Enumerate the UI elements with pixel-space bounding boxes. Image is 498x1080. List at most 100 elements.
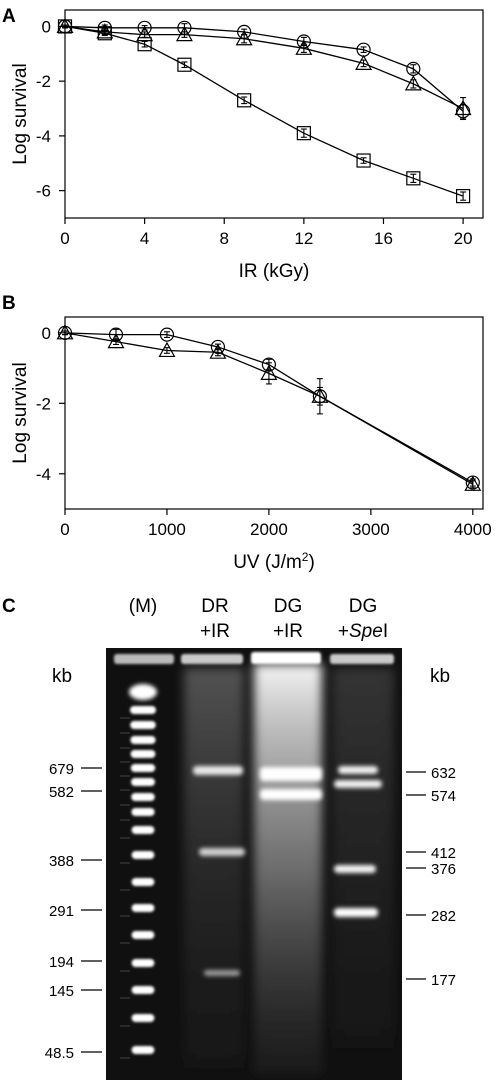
- series-triangle-point: [404, 75, 422, 91]
- series-triangle-point: [158, 341, 176, 358]
- lane-label-line1: DG: [349, 596, 378, 617]
- lane-labels: (M) DR +IR DG +IR DG +SpeI: [129, 596, 388, 642]
- well-lane-2: [181, 654, 243, 664]
- ladder-band: [131, 851, 155, 859]
- panel-b-axes: 0 1000 2000 3000 4000 0 -2 -4: [36, 324, 492, 539]
- right-size-label: 376: [431, 861, 456, 878]
- smear-lane-2: [184, 668, 244, 1068]
- band-dr-top: [193, 766, 243, 775]
- y-tick-label: -2: [36, 394, 51, 413]
- ladder-band: [131, 904, 155, 912]
- left-size-label: 679: [49, 761, 74, 778]
- series-square-point: [406, 171, 421, 186]
- ladder-band: [130, 750, 156, 758]
- right-unit-label: kb: [430, 666, 450, 687]
- series-triangle-point: [295, 39, 313, 55]
- series-square-point: [356, 153, 371, 168]
- gel-image: [106, 648, 402, 1080]
- panel-b: B 0 1000 2000 3000 4000 0 -2 -4 UV (J/m2) Log s…: [2, 293, 492, 573]
- left-size-label: 582: [49, 784, 74, 801]
- lane-label-line2: +IR: [273, 621, 303, 642]
- series-triangle-point: [260, 364, 278, 380]
- series-triangle-point: [464, 475, 482, 491]
- left-unit-label: kb: [52, 666, 72, 687]
- well-lane-1: [114, 654, 174, 664]
- ladder-band: [130, 706, 156, 714]
- right-size-label: 412: [431, 845, 456, 862]
- series-square-point: [137, 37, 152, 52]
- lane-label-line2: +SpeI: [338, 621, 388, 642]
- panel-b-letter: B: [2, 293, 16, 314]
- x-tick-label: 2000: [250, 520, 288, 539]
- series-triangle-point: [209, 343, 227, 359]
- series-triangle-point: [136, 25, 154, 42]
- ladder-band: [131, 1046, 155, 1054]
- series-triangle-line: [64, 332, 474, 485]
- ladder-band: [131, 808, 155, 816]
- panel-a-series: [56, 17, 472, 204]
- series-square-point: [97, 26, 112, 41]
- series-square-point: [177, 57, 192, 72]
- ladder-band: [129, 684, 157, 700]
- series-circle-point: [159, 327, 175, 342]
- series-square-point: [237, 93, 252, 108]
- series-triangle-point: [56, 324, 74, 340]
- series-square-line: [64, 25, 464, 197]
- panel-b-series: [56, 324, 482, 491]
- ladder-band: [131, 793, 155, 801]
- well-lane-4: [330, 654, 394, 664]
- ladder-band: [131, 878, 155, 886]
- panel-a-x-axis-label: IR (kGy): [239, 261, 310, 282]
- right-size-label: 177: [431, 972, 456, 989]
- ladder-band: [131, 778, 155, 786]
- panel-a-axes: 0 4 8 12 16 20 0 -2 -4 -6: [36, 17, 473, 248]
- panel-a: A 0 4 8 12 16 20 0 -2 -4 -6 IR (kGy) Log survival: [2, 6, 484, 282]
- lane-label: (M): [129, 596, 157, 617]
- right-size-label: 632: [431, 765, 456, 782]
- y-tick-label: 0: [42, 17, 51, 36]
- lane-label-line1: DR: [201, 596, 228, 617]
- y-tick-label: -6: [36, 182, 51, 201]
- band-spe-282: [334, 908, 378, 917]
- ladder-band: [131, 959, 155, 967]
- series-triangle-point: [355, 54, 373, 70]
- panel-a-y-axis-label: Log survival: [10, 63, 31, 164]
- sample-bands: [193, 766, 382, 976]
- right-size-label: 574: [431, 788, 456, 805]
- ladder-band: [130, 736, 156, 744]
- band-dg-574: [260, 789, 322, 800]
- x-tick-label: 1000: [148, 520, 186, 539]
- series-square-point: [296, 126, 311, 141]
- x-tick-label: 0: [60, 520, 69, 539]
- left-size-label: 48.5: [45, 1045, 74, 1062]
- band-dr-177: [204, 970, 240, 976]
- x-tick-label: 12: [294, 229, 313, 248]
- ladder-band: [130, 721, 156, 729]
- ladder-band: [130, 764, 156, 772]
- x-tick-label: 20: [454, 229, 473, 248]
- x-tick-label: 8: [220, 229, 229, 248]
- smear-lane-3: [254, 664, 322, 1074]
- series-square-point: [57, 19, 73, 34]
- panel-a-letter: A: [2, 6, 16, 27]
- series-triangle-point: [175, 25, 193, 42]
- well-lane-3: [251, 652, 321, 664]
- y-tick-label: -2: [36, 72, 51, 91]
- ladder-band: [131, 826, 155, 834]
- left-size-label: 194: [49, 954, 74, 971]
- lane-label-line2: +IR: [200, 621, 230, 642]
- series-triangle-point: [454, 99, 472, 116]
- left-size-markers: 679 582 388 291 194 145 48.5: [45, 761, 102, 1062]
- band-spe-574: [334, 780, 382, 788]
- panel-c-letter: C: [2, 596, 16, 617]
- panel-a-plot-frame: [64, 9, 484, 219]
- x-tick-label: 3000: [352, 520, 390, 539]
- panel-b-x-axis-label: UV (J/m2): [233, 550, 315, 573]
- band-dr-412: [199, 848, 245, 856]
- band-spe-632: [338, 766, 378, 774]
- x-tick-label: 4000: [454, 520, 492, 539]
- band-spe-376: [334, 865, 376, 873]
- series-square-point: [455, 189, 471, 204]
- y-tick-label: -4: [36, 127, 51, 146]
